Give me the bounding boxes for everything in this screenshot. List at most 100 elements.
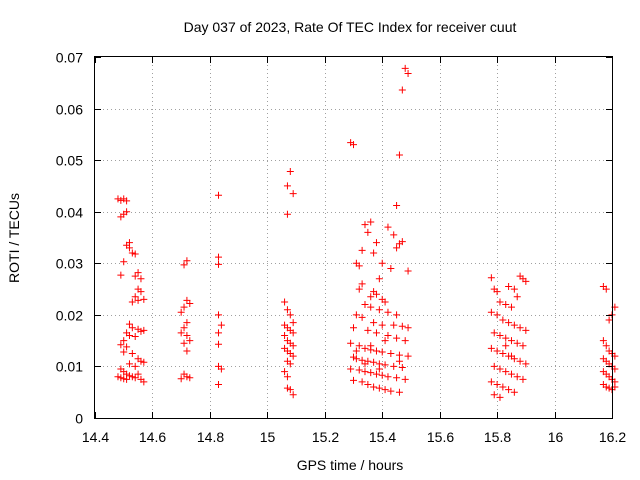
data-point bbox=[404, 324, 412, 332]
data-point bbox=[125, 360, 133, 368]
data-point bbox=[355, 285, 363, 293]
data-point bbox=[289, 190, 297, 198]
data-point bbox=[286, 360, 294, 368]
data-point bbox=[381, 337, 389, 345]
data-point bbox=[490, 329, 498, 337]
data-point bbox=[375, 365, 383, 373]
data-point bbox=[395, 357, 403, 365]
data-point bbox=[140, 326, 148, 334]
tick-labels: 14.4 14.6 14.8 15 15.2 15.4 15.6 15.8 16 16.2 0 0.0… bbox=[56, 50, 627, 446]
data-point bbox=[183, 296, 191, 304]
data-point bbox=[286, 311, 294, 319]
data-point bbox=[137, 288, 145, 296]
data-point bbox=[131, 272, 139, 280]
data-point bbox=[393, 202, 401, 210]
data-point bbox=[183, 331, 191, 339]
y-tick-label: 0.07 bbox=[56, 50, 83, 66]
data-point bbox=[398, 238, 406, 246]
data-point bbox=[128, 324, 136, 332]
data-point bbox=[355, 342, 363, 350]
data-point bbox=[215, 329, 223, 337]
data-point bbox=[502, 301, 510, 309]
data-point bbox=[493, 311, 501, 319]
data-point bbox=[602, 285, 610, 293]
data-point bbox=[215, 191, 223, 199]
data-point bbox=[281, 368, 289, 376]
data-point bbox=[370, 358, 378, 366]
data-point bbox=[283, 373, 291, 381]
data-point bbox=[510, 285, 518, 293]
data-point bbox=[487, 308, 495, 316]
data-point bbox=[384, 223, 392, 231]
data-point bbox=[177, 329, 185, 337]
data-point bbox=[507, 370, 515, 378]
data-point bbox=[599, 337, 607, 345]
data-point bbox=[123, 375, 131, 383]
data-point bbox=[361, 360, 369, 368]
data-point bbox=[398, 363, 406, 371]
data-point bbox=[390, 231, 398, 239]
data-point bbox=[499, 316, 507, 324]
data-point bbox=[120, 337, 128, 345]
data-point bbox=[183, 347, 191, 355]
data-point bbox=[128, 350, 136, 358]
data-point bbox=[186, 300, 194, 308]
y-tick-label: 0.04 bbox=[56, 205, 83, 221]
data-point bbox=[140, 358, 148, 366]
data-point bbox=[350, 376, 357, 384]
data-point bbox=[372, 329, 380, 337]
data-point bbox=[215, 253, 223, 261]
data-point bbox=[404, 267, 412, 275]
data-point bbox=[519, 342, 527, 350]
data-point bbox=[398, 86, 406, 94]
data-point bbox=[215, 260, 223, 268]
data-point bbox=[378, 321, 386, 329]
data-point bbox=[387, 264, 395, 272]
data-point bbox=[395, 351, 403, 359]
data-point bbox=[519, 375, 527, 383]
data-point bbox=[364, 228, 372, 236]
data-point bbox=[137, 275, 145, 283]
data-point bbox=[289, 319, 297, 327]
x-axis-label: GPS time / hours bbox=[297, 457, 404, 473]
data-point bbox=[358, 246, 366, 254]
data-point bbox=[120, 258, 128, 266]
data-point bbox=[355, 366, 363, 374]
data-point bbox=[347, 339, 355, 347]
data-point bbox=[502, 368, 510, 376]
data-point bbox=[358, 378, 366, 386]
data-point bbox=[487, 274, 495, 282]
data-point bbox=[358, 356, 366, 364]
y-tick-label: 0.01 bbox=[56, 359, 83, 375]
data-point bbox=[499, 383, 507, 391]
data-point bbox=[375, 306, 383, 314]
x-tick-label: 15.8 bbox=[484, 429, 511, 445]
x-tick-label: 16.2 bbox=[599, 429, 626, 445]
data-point bbox=[128, 298, 136, 306]
data-point bbox=[183, 373, 191, 381]
data-point bbox=[117, 374, 125, 382]
data-point bbox=[350, 324, 357, 332]
data-point bbox=[217, 365, 225, 373]
data-point bbox=[358, 313, 366, 321]
data-point bbox=[183, 257, 191, 265]
data-point bbox=[128, 373, 136, 381]
data-point bbox=[393, 374, 401, 382]
data-point bbox=[286, 167, 294, 175]
data-point bbox=[125, 372, 133, 380]
data-point bbox=[602, 342, 610, 350]
data-point bbox=[137, 327, 145, 335]
data-point bbox=[350, 141, 357, 149]
x-tick-label: 14.6 bbox=[139, 429, 166, 445]
data-point bbox=[125, 244, 133, 252]
data-point bbox=[123, 343, 131, 351]
data-point bbox=[289, 352, 297, 360]
data-point bbox=[507, 303, 515, 311]
x-tick-label: 15 bbox=[260, 429, 276, 445]
x-tick-label: 16 bbox=[548, 429, 564, 445]
data-point bbox=[522, 360, 530, 368]
y-tick-label: 0.05 bbox=[56, 153, 83, 169]
data-point bbox=[370, 249, 378, 257]
data-point bbox=[215, 311, 223, 319]
